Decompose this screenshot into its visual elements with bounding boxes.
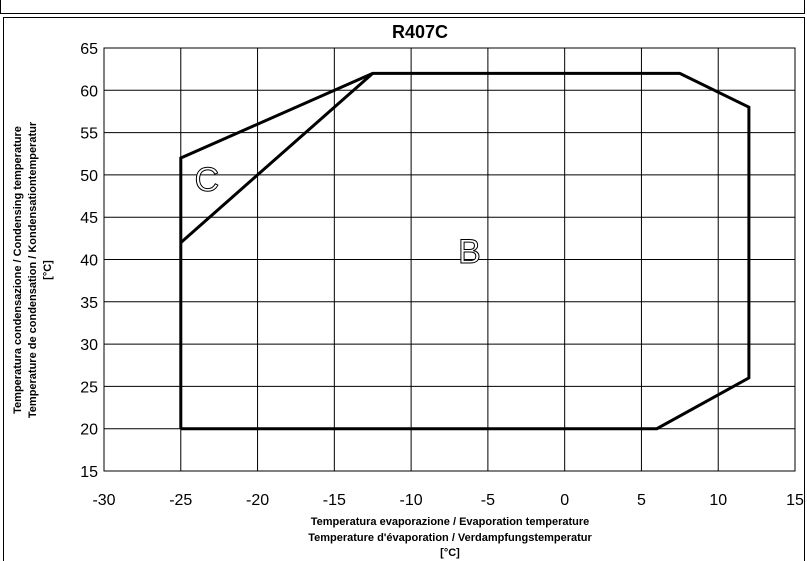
chart-frame: [3, 17, 805, 561]
y-tick-label: 65: [80, 41, 98, 58]
x-axis-label-line-3: [°C]: [440, 547, 460, 559]
envelope-line: [179, 71, 751, 431]
x-tick-label: 15: [786, 492, 804, 509]
x-tick-label: -30: [92, 492, 115, 509]
y-tick-label: 20: [80, 422, 98, 439]
region-labels: CB: [194, 161, 481, 272]
y-tick-label: 40: [80, 253, 98, 270]
gridlines: [103, 47, 796, 472]
x-tick-labels: -30 -25 -20 -15 -10 -5 0 5 10 15: [92, 492, 804, 509]
y-tick-label: 50: [80, 168, 98, 185]
x-tick-label: -25: [169, 492, 192, 509]
y-axis-label-line-2: Temperature de condensation / Kondensati…: [27, 121, 39, 418]
x-axis-label-line-2: Temperature d'évaporation / Verdampfungs…: [308, 532, 592, 544]
x-tick-label: -20: [246, 492, 269, 509]
x-tick-label: 0: [560, 492, 569, 509]
x-tick-label: 5: [637, 492, 646, 509]
chart-title: R407C: [392, 22, 448, 42]
plot-area: [103, 47, 796, 472]
x-tick-label: -10: [400, 492, 423, 509]
y-tick-label: 35: [80, 295, 98, 312]
x-axis-label-line-1: Temperatura evaporazione / Evaporation t…: [311, 516, 590, 528]
top-frame-strip: [0, 0, 805, 14]
y-tick-label: 30: [80, 337, 98, 354]
region-label-c: C: [195, 161, 220, 199]
region-label-b: B: [458, 233, 481, 271]
x-tick-label: -15: [323, 492, 346, 509]
x-tick-label: -5: [481, 492, 495, 509]
y-tick-label: 15: [80, 464, 98, 481]
y-tick-labels: 15 20 25 30 35 40 45 50 55 60 65: [80, 41, 98, 481]
y-tick-label: 60: [80, 83, 98, 100]
x-tick-label: 10: [709, 492, 727, 509]
y-tick-label: 55: [80, 126, 98, 143]
y-tick-label: 25: [80, 379, 98, 396]
envelope-line: [179, 72, 374, 244]
y-tick-label: 45: [80, 210, 98, 227]
y-axis-label-line-3: [°C]: [42, 260, 54, 280]
y-axis-label-line-1: Temperatura condensazione / Condensing t…: [12, 126, 24, 414]
envelope-lines: [179, 71, 751, 431]
